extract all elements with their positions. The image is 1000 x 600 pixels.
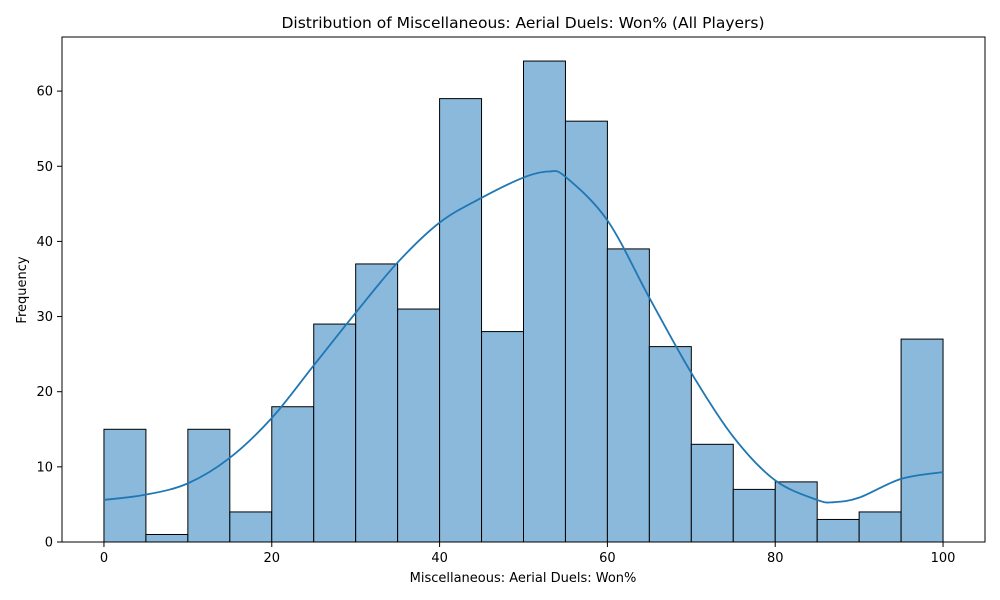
histogram-bar (271, 406, 315, 543)
y-tick-label: 10 (36, 460, 53, 475)
histogram-bar (523, 60, 566, 543)
bars-group (103, 60, 944, 543)
histogram-bar (606, 248, 650, 543)
y-tick-label: 40 (36, 235, 53, 250)
histogram-bar (145, 533, 189, 543)
histogram-bar (439, 98, 483, 543)
histogram-bar (858, 511, 902, 543)
x-axis-label: Miscellaneous: Aerial Duels: Won% (410, 571, 637, 586)
histogram-bar (690, 443, 734, 543)
histogram-bar (355, 263, 399, 543)
y-tick-label: 60 (36, 85, 53, 100)
y-tick-label: 20 (36, 385, 53, 400)
histogram-bar (187, 428, 231, 543)
chart-title: Distribution of Miscellaneous: Aerial Du… (281, 14, 764, 32)
histogram-bar (564, 120, 608, 543)
histogram-bar (816, 518, 860, 543)
histogram-bar (774, 481, 818, 543)
histogram-bar (397, 308, 441, 543)
y-tick-label: 30 (36, 310, 53, 325)
x-tick-label: 100 (931, 551, 956, 566)
x-tick-label: 40 (431, 551, 448, 566)
y-tick-label: 0 (45, 536, 53, 551)
y-axis-ticks: 0 10 20 30 40 50 60 (36, 85, 62, 551)
plot-frame (61, 36, 986, 543)
x-tick-label: 80 (767, 551, 784, 566)
histogram-bar (732, 488, 776, 543)
histogram-bar (648, 346, 692, 543)
kde-line (103, 170, 944, 504)
y-axis-label: Frequency (15, 256, 30, 323)
y-tick-label: 50 (36, 160, 53, 175)
histogram-bar (103, 428, 147, 543)
histogram-bar (481, 331, 524, 543)
x-tick-label: 0 (100, 551, 108, 566)
histogram-bar (229, 511, 273, 543)
x-tick-label: 20 (263, 551, 280, 566)
x-tick-label: 60 (599, 551, 616, 566)
x-axis-ticks: 0 20 40 60 80 100 (100, 542, 956, 566)
histogram-bar (900, 338, 944, 543)
histogram-bar (313, 323, 357, 543)
